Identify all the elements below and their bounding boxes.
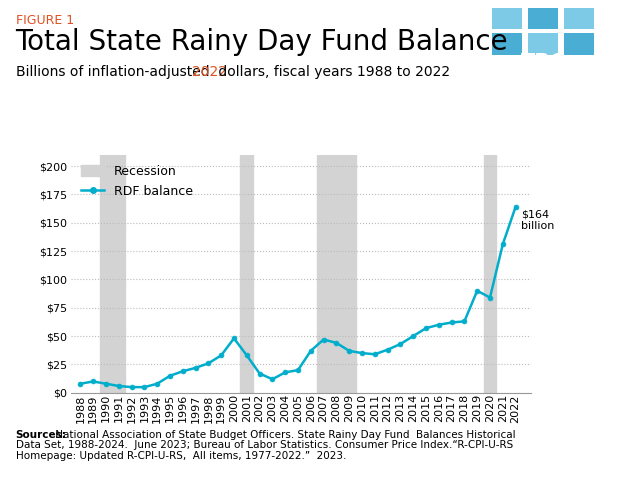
Text: 2022: 2022 (191, 65, 227, 79)
Text: Total State Rainy Day Fund Balance: Total State Rainy Day Fund Balance (16, 28, 508, 56)
Text: TPC: TPC (521, 54, 566, 73)
Legend: Recession, RDF balance: Recession, RDF balance (78, 161, 197, 202)
Text: Billions of inflation-adjusted: Billions of inflation-adjusted (16, 65, 218, 79)
Bar (564, 33, 594, 55)
Bar (240, 155, 253, 393)
Text: $164
billion: $164 billion (521, 209, 554, 231)
Bar (492, 33, 522, 55)
Text: Homepage: Updated R-CPI-U-RS,  All items, 1977-2022.”  2023.: Homepage: Updated R-CPI-U-RS, All items,… (16, 451, 346, 461)
Bar (317, 155, 356, 393)
Bar (99, 155, 125, 393)
Text: National Association of State Budget Officers. State Rainy Day Fund  Balances Hi: National Association of State Budget Off… (52, 430, 515, 439)
Bar (484, 155, 496, 393)
Text: dollars, fiscal years 1988 to 2022: dollars, fiscal years 1988 to 2022 (214, 65, 450, 79)
Bar (492, 8, 522, 29)
Bar (564, 8, 594, 29)
Bar (528, 33, 558, 55)
Text: FIGURE 1: FIGURE 1 (16, 14, 74, 27)
Text: Data Set, 1988-2024.  June 2023; Bureau of Labor Statistics. Consumer Price Inde: Data Set, 1988-2024. June 2023; Bureau o… (16, 440, 513, 450)
Text: Sources:: Sources: (16, 430, 66, 439)
Bar (528, 8, 558, 29)
